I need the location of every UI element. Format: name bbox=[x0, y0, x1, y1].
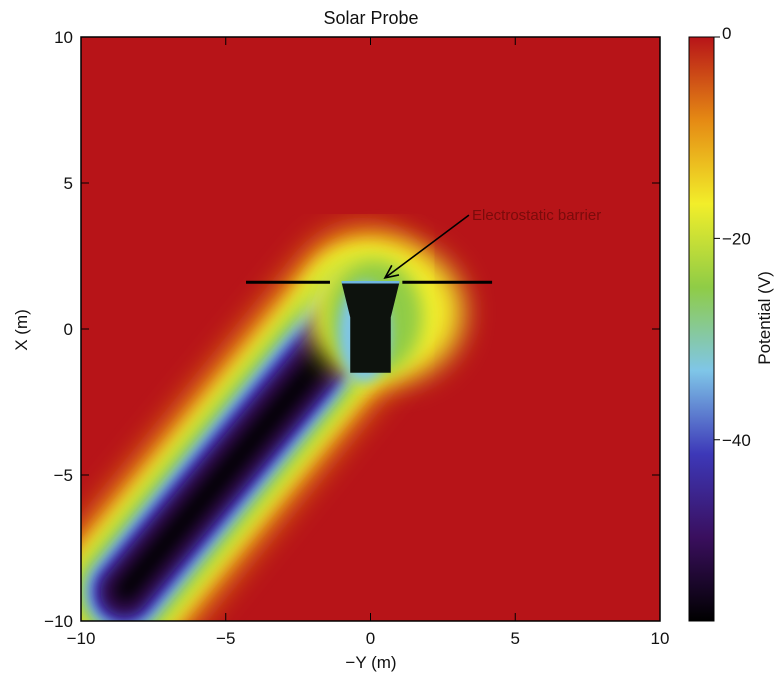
annotation: Electrostatic barrier bbox=[383, 207, 601, 280]
x-tick-label: 0 bbox=[366, 629, 375, 648]
colorbar-tick-label: 0 bbox=[722, 24, 731, 43]
wake-layer bbox=[111, 311, 365, 605]
annotation-arrow bbox=[384, 214, 470, 279]
x-tick-label: −5 bbox=[216, 629, 235, 648]
x-tick-label: 10 bbox=[651, 629, 670, 648]
colorbar-tick-label: −40 bbox=[722, 431, 751, 450]
y-tick-label: 5 bbox=[64, 174, 73, 193]
x-tick-label: 5 bbox=[511, 629, 520, 648]
annotation-arrowhead bbox=[383, 264, 400, 280]
chart-title: Solar Probe bbox=[323, 8, 418, 28]
y-axis: −10 −5 0 5 10 bbox=[44, 28, 660, 631]
spacecraft-body bbox=[341, 282, 400, 373]
y-tick-label: 10 bbox=[54, 28, 73, 47]
x-axis-label: −Y (m) bbox=[345, 653, 396, 672]
colorbar bbox=[688, 36, 715, 622]
y-tick-label: −10 bbox=[44, 612, 73, 631]
y-tick-label: 0 bbox=[64, 320, 73, 339]
colorbar-label: Potential (V) bbox=[755, 271, 774, 365]
spacecraft bbox=[341, 281, 400, 373]
y-tick-label: −5 bbox=[54, 466, 73, 485]
plot-area bbox=[81, 37, 660, 621]
colorbar-tick-label: −20 bbox=[722, 229, 751, 248]
y-axis-label: X (m) bbox=[12, 309, 31, 351]
x-tick-label: −10 bbox=[67, 629, 96, 648]
colorbar-axis: 0 −20 −40 bbox=[714, 24, 751, 450]
x-axis: −10 −5 0 5 10 bbox=[67, 37, 670, 648]
annotation-electrostatic-barrier: Electrostatic barrier bbox=[472, 207, 601, 224]
